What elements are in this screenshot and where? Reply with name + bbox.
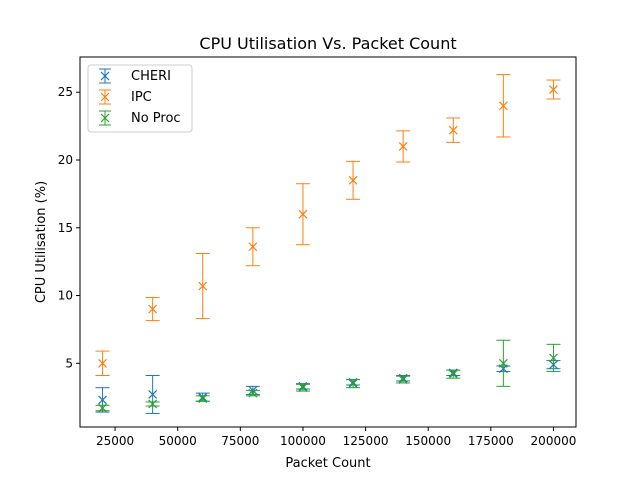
x-tick-label: 25000 — [96, 434, 134, 448]
legend-item: CHERI — [99, 68, 171, 84]
y-axis-label: CPU Utilisation (%) — [34, 181, 49, 303]
data-point — [498, 358, 508, 368]
y-tick-label: 10 — [58, 289, 73, 303]
y-tick-label: 5 — [65, 356, 73, 370]
data-point — [298, 209, 308, 219]
legend-label: No Proc — [131, 111, 181, 126]
data-point — [348, 379, 358, 389]
data-point — [348, 175, 358, 185]
x-axis-label: Packet Count — [285, 456, 370, 471]
legend-item: No Proc — [99, 110, 181, 126]
data-point — [198, 281, 208, 291]
series-cheri — [95, 360, 561, 414]
x-tick-label: 200000 — [531, 434, 577, 448]
data-point — [398, 375, 408, 384]
data-point — [98, 395, 107, 405]
data-point — [248, 388, 258, 398]
legend: CHERI IPC No Proc — [87, 64, 193, 133]
y-axis: 5 10 15 20 25 — [58, 85, 80, 370]
series-ipc — [95, 74, 561, 376]
chart-title: CPU Utilisation Vs. Packet Count — [199, 34, 456, 53]
x-axis: 25000 50000 75000 100000 125000 150000 175000 2… — [96, 427, 576, 448]
y-tick-label: 15 — [58, 221, 73, 235]
x-tick-label: 75000 — [221, 434, 259, 448]
data-point — [148, 399, 158, 409]
data-point — [298, 383, 308, 393]
data-point — [248, 242, 258, 252]
x-tick-label: 150000 — [405, 434, 451, 448]
data-point — [549, 85, 558, 94]
x-tick-label: 125000 — [343, 434, 389, 448]
plot-marks — [95, 74, 561, 414]
data-point — [549, 353, 558, 363]
legend-box — [87, 64, 193, 133]
legend-marker — [100, 92, 110, 102]
y-tick-label: 20 — [58, 153, 73, 167]
data-point — [448, 125, 458, 135]
data-point — [498, 101, 508, 111]
legend-item: IPC — [99, 89, 152, 105]
legend-marker — [100, 71, 110, 81]
data-point — [198, 394, 208, 403]
data-point — [98, 358, 107, 368]
x-tick-label: 175000 — [468, 434, 514, 448]
legend-label: IPC — [131, 90, 152, 105]
data-point — [398, 142, 408, 151]
data-point — [448, 369, 458, 379]
legend-label: CHERI — [131, 69, 171, 84]
data-point — [148, 304, 158, 314]
data-point — [148, 390, 158, 399]
series-no-proc — [95, 339, 561, 413]
legend-marker — [100, 113, 110, 123]
y-tick-label: 25 — [58, 85, 73, 99]
x-tick-label: 100000 — [280, 434, 326, 448]
data-point — [98, 403, 107, 413]
plot-frame — [79, 56, 577, 428]
x-tick-label: 50000 — [159, 434, 197, 448]
